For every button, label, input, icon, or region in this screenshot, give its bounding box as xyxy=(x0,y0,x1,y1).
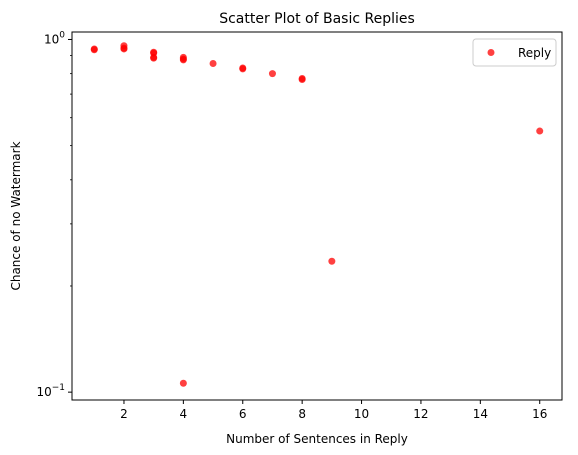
legend-label-reply: Reply xyxy=(518,46,551,60)
data-point xyxy=(91,46,98,53)
chart-title: Scatter Plot of Basic Replies xyxy=(219,11,415,27)
x-tick-label: 8 xyxy=(298,407,306,421)
y-tick-label-exponent: 0 xyxy=(59,30,65,40)
x-tick-label: 6 xyxy=(239,407,247,421)
data-point xyxy=(536,128,543,135)
x-tick-label: 12 xyxy=(413,407,428,421)
legend: Reply xyxy=(473,39,556,66)
data-point xyxy=(328,258,335,265)
data-point xyxy=(210,60,217,67)
x-tick-label: 2 xyxy=(120,407,128,421)
y-tick-label-exponent: −1 xyxy=(52,383,65,393)
y-tick-label-base: 10 xyxy=(36,385,51,399)
x-axis-label: Number of Sentences in Reply xyxy=(226,432,408,446)
x-tick-label: 16 xyxy=(532,407,547,421)
data-point xyxy=(150,55,157,62)
data-point xyxy=(239,65,246,72)
plot-area xyxy=(72,32,562,400)
x-tick-label: 14 xyxy=(473,407,488,421)
data-point xyxy=(180,380,187,387)
data-point xyxy=(120,45,127,52)
data-point xyxy=(180,56,187,63)
x-tick-label: 10 xyxy=(354,407,369,421)
legend-marker xyxy=(488,49,495,56)
y-axis-label: Chance of no Watermark xyxy=(9,141,23,290)
y-tick-label-base: 10 xyxy=(44,32,59,46)
data-point xyxy=(269,70,276,77)
x-tick-label: 4 xyxy=(180,407,188,421)
data-point xyxy=(299,76,306,83)
